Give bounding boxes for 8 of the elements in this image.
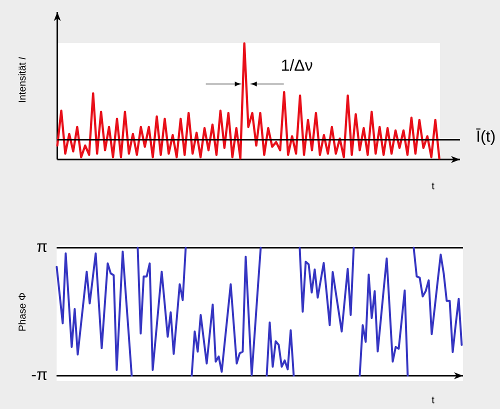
- annotation: 1/Δν: [282, 59, 312, 71]
- x-axis-title: t: [432, 182, 434, 190]
- y-axis-title: Phase Φ: [18, 293, 26, 331]
- y-tick-label: π: [37, 243, 47, 252]
- x-axis-title: t: [432, 396, 434, 404]
- y-axis-title: Intensität I: [18, 57, 26, 102]
- y-tick-label: -π: [32, 371, 47, 380]
- ref-line-label: Ī(t): [476, 128, 495, 146]
